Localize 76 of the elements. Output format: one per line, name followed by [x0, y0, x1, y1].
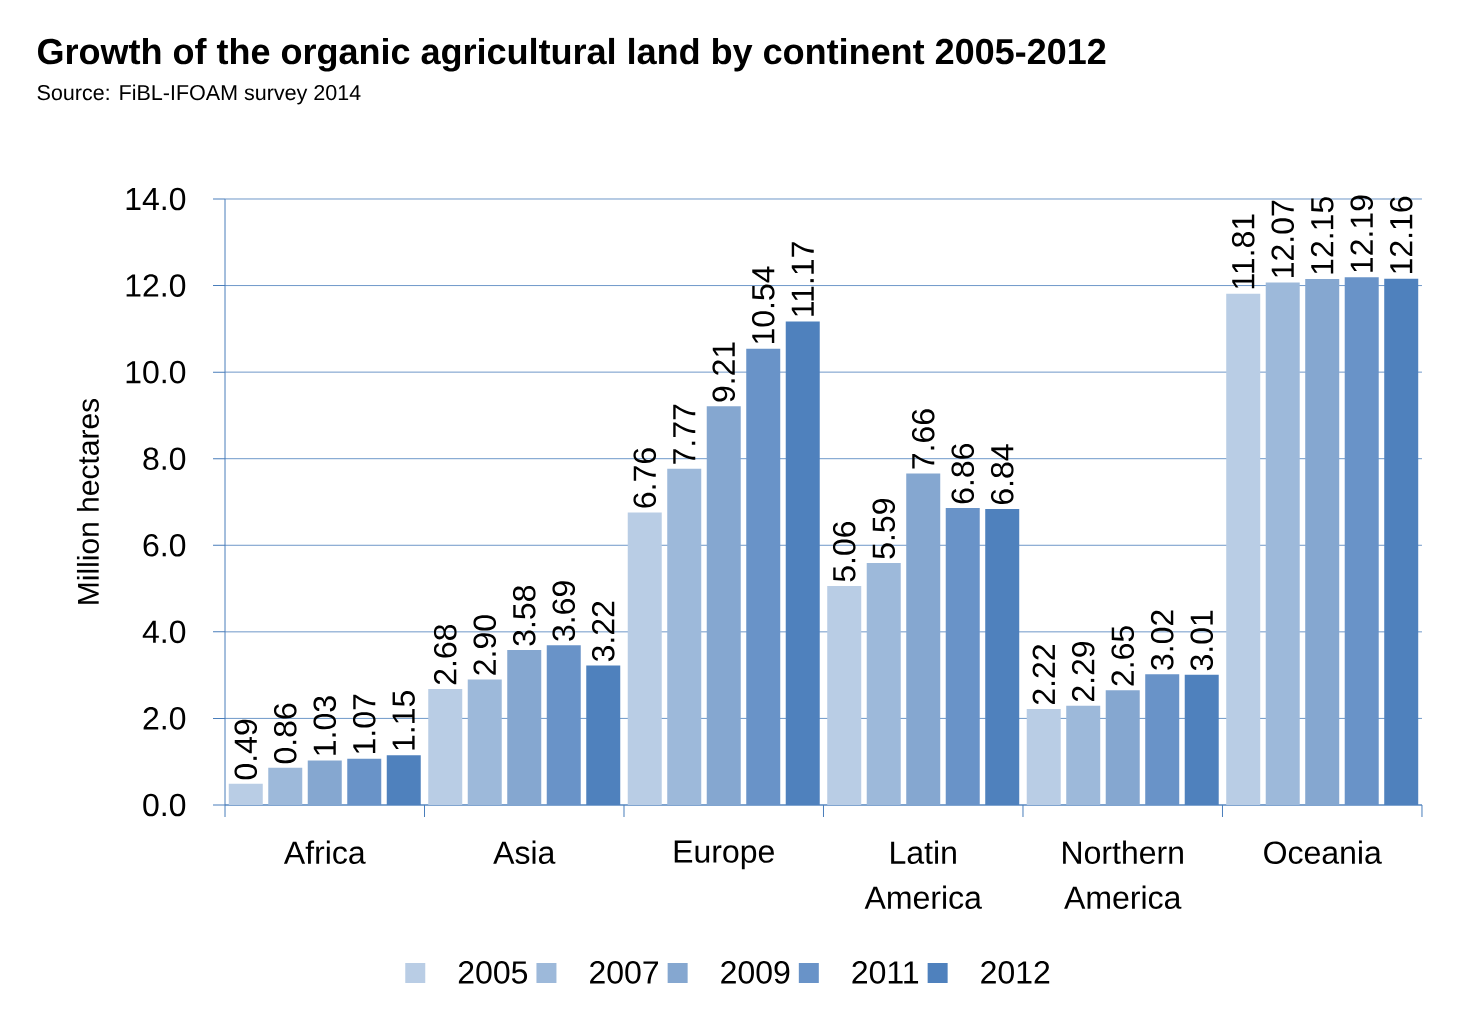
data-label: 9.21: [712, 342, 736, 402]
legend-label: 2011: [852, 961, 919, 984]
data-label: 12.16: [1389, 196, 1413, 273]
data-label: 1.15: [392, 691, 415, 750]
data-label: 2.22: [1032, 645, 1055, 705]
bar: [667, 468, 702, 805]
data-label: 3.01: [1190, 610, 1214, 671]
x-tick-label: Africa: [283, 840, 366, 865]
bar: [866, 563, 901, 805]
data-label: 2.65: [1111, 626, 1135, 686]
bar: [1226, 293, 1261, 805]
y-tick-label: 8.0: [143, 447, 186, 471]
bar: [307, 760, 342, 805]
bar: [546, 645, 581, 805]
legend-label: 2012: [981, 961, 1050, 984]
data-label: 2.29: [1071, 641, 1095, 702]
x-tick-label: Oceania: [1264, 840, 1382, 865]
data-label: 3.02: [1150, 610, 1174, 670]
data-label: 10.54: [751, 266, 775, 344]
y-tick-label: 6.0: [143, 533, 186, 557]
data-label: 0.86: [273, 703, 297, 764]
data-label: 7.66: [911, 409, 935, 469]
bar: [746, 348, 781, 805]
bar: [906, 473, 941, 805]
data-label: 5.06: [832, 521, 856, 582]
bar: [1026, 708, 1061, 805]
data-label: 12.15: [1310, 197, 1334, 274]
data-label: 5.59: [872, 499, 896, 559]
chart-title: Growth of the organic agricultural land by continent 2005-2012: [38, 37, 1106, 72]
legend-label: 2007: [590, 961, 659, 984]
bar: [1105, 690, 1140, 805]
bar: [1265, 282, 1300, 805]
data-label: 6.86: [951, 443, 975, 504]
y-tick-label: 0.0: [143, 793, 186, 817]
data-label: 6.76: [633, 448, 657, 508]
bar: [228, 783, 263, 805]
bar: [1305, 279, 1340, 805]
data-label: 1.07: [352, 694, 376, 754]
data-label: 6.84: [990, 444, 1014, 505]
legend-label: 2005: [458, 961, 528, 984]
y-tick-label: 2.0: [143, 707, 186, 730]
bar: [627, 512, 662, 805]
data-label: 11.81: [1231, 214, 1255, 289]
y-tick-label: 14.0: [126, 187, 186, 211]
bar: [507, 650, 542, 805]
data-label: 3.58: [512, 585, 536, 646]
x-tick-label: Europe: [674, 840, 774, 870]
legend-label: 2009: [721, 961, 790, 984]
x-tick-label: Northern America: [1063, 840, 1183, 910]
bar: [706, 406, 741, 805]
bar: [827, 585, 862, 805]
bar: [1145, 674, 1180, 805]
data-label: 0.49: [234, 719, 258, 780]
bar: [1344, 277, 1379, 805]
data-label: 3.22: [591, 601, 615, 662]
x-tick-label: Asia: [493, 840, 556, 865]
data-label: 3.69: [552, 581, 576, 641]
data-label: 11.17: [791, 242, 814, 316]
data-label: 1.03: [313, 696, 337, 755]
y-tick-label: 12.0: [126, 274, 186, 297]
x-tick-label: Latin America: [864, 840, 982, 910]
data-label: 2.68: [433, 624, 457, 685]
data-label: 2.90: [473, 615, 497, 675]
bar: [347, 758, 382, 805]
bar: [945, 508, 980, 805]
bar: [428, 688, 463, 805]
bar: [467, 679, 502, 805]
bar: [1066, 705, 1101, 805]
y-tick-label: 10.0: [126, 360, 186, 384]
y-tick-label: 4.0: [142, 620, 186, 644]
y-axis-title: Million hectares: [76, 398, 99, 604]
bar: [268, 767, 303, 805]
data-label: 7.77: [673, 404, 696, 464]
data-label: 12.07: [1271, 200, 1295, 277]
data-label: 12.19: [1350, 195, 1374, 272]
source-note: Source: FiBL-IFOAM survey 2014: [37, 84, 361, 105]
